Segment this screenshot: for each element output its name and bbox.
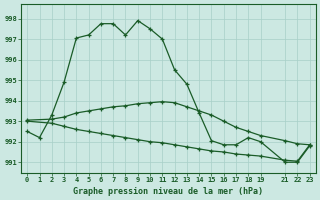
X-axis label: Graphe pression niveau de la mer (hPa): Graphe pression niveau de la mer (hPa) bbox=[74, 187, 263, 196]
